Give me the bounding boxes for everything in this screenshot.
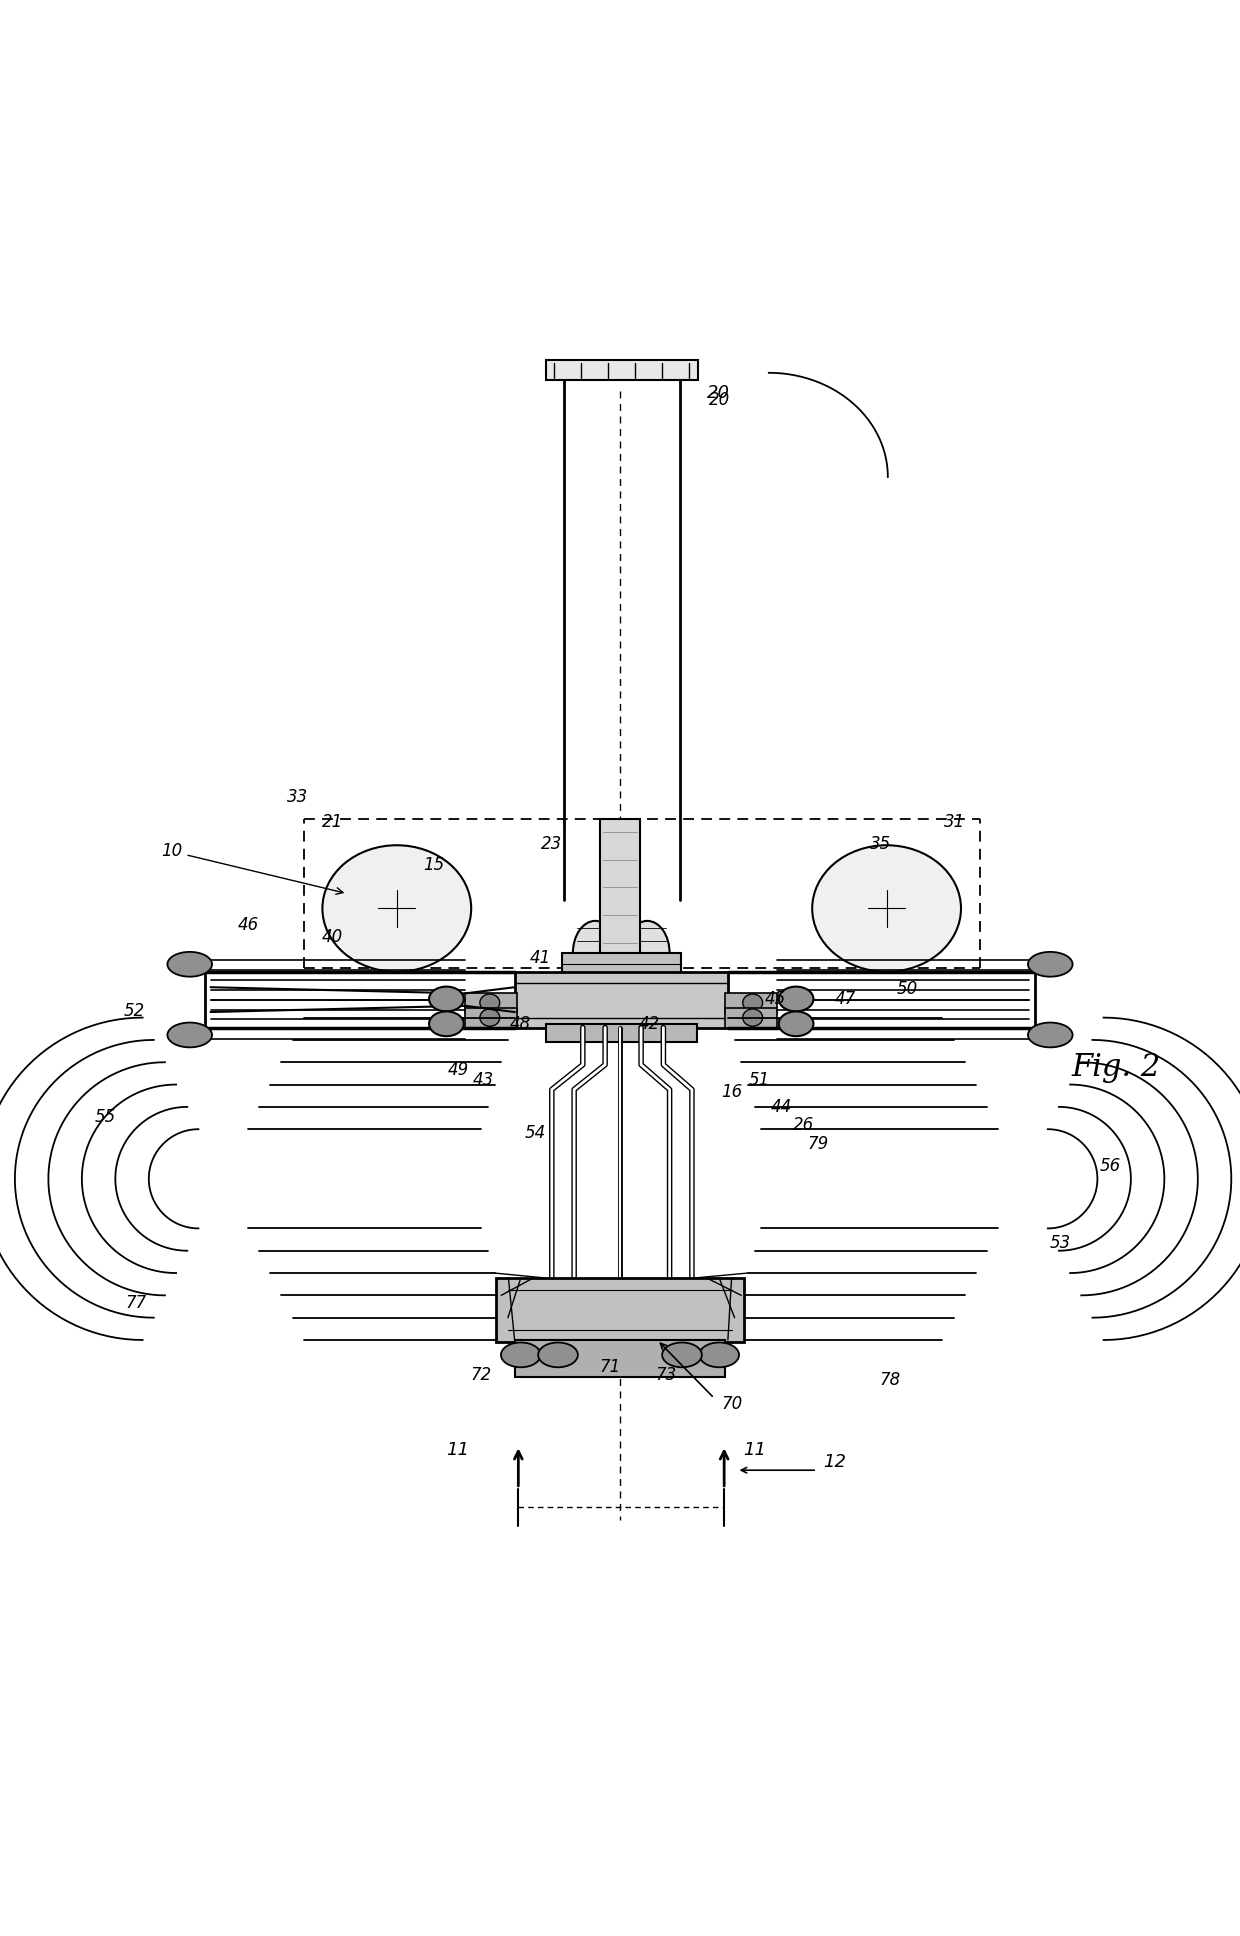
Text: 70: 70 — [720, 1396, 743, 1413]
Bar — [562, 953, 681, 974]
Text: 53: 53 — [1049, 1235, 1071, 1253]
Text: 10: 10 — [161, 842, 343, 894]
Text: Fig. 2: Fig. 2 — [1071, 1051, 1161, 1082]
Text: 79: 79 — [807, 1134, 830, 1154]
Ellipse shape — [538, 1342, 578, 1367]
Text: 51: 51 — [748, 1071, 770, 1088]
Text: 40: 40 — [321, 927, 343, 947]
Text: 21: 21 — [321, 813, 343, 831]
Text: 43: 43 — [472, 1071, 495, 1088]
Text: 50: 50 — [897, 980, 919, 999]
Text: 52: 52 — [123, 1003, 145, 1020]
Text: 49: 49 — [448, 1061, 470, 1078]
Text: 20: 20 — [708, 391, 730, 408]
Text: 16: 16 — [720, 1082, 743, 1102]
Ellipse shape — [662, 1342, 702, 1367]
Bar — [515, 972, 728, 1028]
Bar — [546, 360, 698, 379]
Text: 33: 33 — [286, 788, 309, 805]
Ellipse shape — [779, 1011, 813, 1036]
Text: 12: 12 — [823, 1454, 847, 1471]
Text: 44: 44 — [770, 1098, 792, 1115]
Ellipse shape — [429, 1011, 464, 1036]
Bar — [515, 1340, 725, 1376]
Bar — [465, 1007, 517, 1028]
Ellipse shape — [1028, 953, 1073, 976]
Bar — [496, 1278, 744, 1342]
Text: 73: 73 — [655, 1365, 677, 1384]
Text: 11: 11 — [445, 1440, 469, 1458]
Text: 78: 78 — [879, 1371, 901, 1388]
Text: 26: 26 — [792, 1117, 815, 1134]
Text: 77: 77 — [125, 1293, 148, 1313]
Ellipse shape — [1028, 1022, 1073, 1047]
Bar — [725, 993, 777, 1013]
Ellipse shape — [699, 1342, 739, 1367]
Text: 56: 56 — [1099, 1158, 1121, 1175]
Text: 48: 48 — [510, 1014, 532, 1032]
Text: 45: 45 — [764, 989, 786, 1009]
Text: 55: 55 — [94, 1107, 117, 1127]
Ellipse shape — [501, 1342, 541, 1367]
Ellipse shape — [480, 1009, 500, 1026]
Ellipse shape — [573, 922, 618, 985]
Bar — [465, 993, 517, 1013]
Ellipse shape — [167, 1022, 212, 1047]
Text: 71: 71 — [599, 1359, 621, 1376]
Bar — [600, 819, 640, 956]
Text: 15: 15 — [423, 856, 445, 873]
Ellipse shape — [812, 846, 961, 972]
Text: 23: 23 — [541, 834, 563, 854]
Text: 72: 72 — [470, 1365, 492, 1384]
Ellipse shape — [779, 987, 813, 1011]
Text: 54: 54 — [525, 1125, 547, 1142]
Ellipse shape — [625, 922, 670, 985]
Text: 47: 47 — [835, 989, 857, 1009]
Text: 42: 42 — [639, 1014, 661, 1032]
Bar — [725, 1007, 777, 1028]
Text: 11: 11 — [743, 1440, 766, 1458]
Ellipse shape — [743, 993, 763, 1011]
Text: 35: 35 — [869, 834, 892, 854]
Bar — [546, 1024, 697, 1042]
Text: 31: 31 — [944, 813, 966, 831]
Text: 20: 20 — [707, 383, 730, 401]
Text: 41: 41 — [529, 949, 552, 968]
Ellipse shape — [480, 993, 500, 1011]
Ellipse shape — [322, 846, 471, 972]
Ellipse shape — [167, 953, 212, 976]
Ellipse shape — [743, 1009, 763, 1026]
Ellipse shape — [429, 987, 464, 1011]
Text: 46: 46 — [237, 916, 259, 933]
